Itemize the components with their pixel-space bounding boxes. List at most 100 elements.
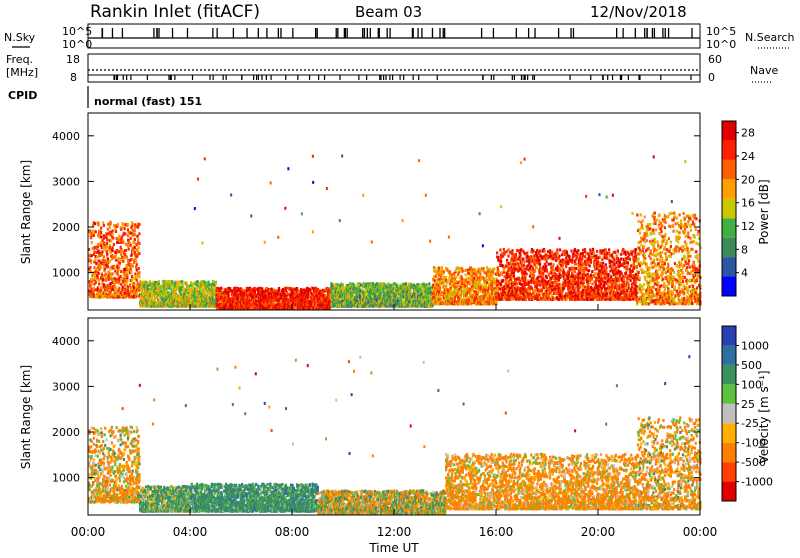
data-cell — [126, 271, 128, 274]
data-cell — [228, 294, 230, 297]
data-cell — [109, 246, 111, 249]
data-cell — [95, 281, 97, 284]
data-cell — [118, 268, 120, 271]
data-cell — [122, 260, 124, 263]
data-cell — [405, 282, 407, 285]
data-cell — [101, 273, 103, 276]
data-cell — [323, 289, 325, 292]
data-cell — [181, 281, 183, 284]
data-cell — [134, 238, 136, 241]
data-cell — [98, 235, 100, 238]
data-cell — [169, 287, 171, 290]
data-cell — [182, 284, 184, 287]
data-cell — [137, 226, 139, 229]
data-cell — [310, 292, 312, 295]
data-cell — [121, 249, 123, 252]
data-cell — [138, 267, 140, 270]
data-cell — [261, 287, 263, 290]
data-cell — [106, 242, 108, 245]
data-cell — [90, 259, 92, 262]
data-cell — [112, 237, 114, 240]
data-cell — [136, 255, 138, 258]
data-cell — [246, 289, 248, 292]
data-cell — [127, 223, 129, 226]
data-cell — [94, 258, 96, 261]
data-cell — [136, 279, 138, 282]
data-cell — [101, 262, 103, 265]
data-cell — [138, 246, 140, 249]
cpid-label: CPID — [8, 89, 37, 102]
data-cell — [220, 287, 222, 290]
data-cell — [231, 292, 233, 295]
data-cell — [166, 280, 168, 283]
data-cell — [422, 288, 424, 291]
data-cell — [127, 228, 129, 231]
data-cell — [115, 254, 117, 257]
data-cell — [100, 236, 102, 239]
data-cell — [115, 230, 117, 233]
data-cell — [122, 286, 124, 289]
data-cell — [118, 257, 120, 260]
data-cell — [215, 282, 217, 285]
data-cell — [101, 253, 103, 256]
data-cell — [178, 282, 180, 285]
data-cell — [111, 249, 113, 252]
data-cell — [107, 271, 109, 274]
data-cell — [120, 270, 122, 273]
nsky-strip — [88, 24, 700, 48]
data-cell — [138, 232, 140, 235]
data-cell — [136, 235, 138, 238]
data-cell — [95, 267, 97, 270]
data-cell — [125, 288, 127, 291]
data-cell — [120, 253, 122, 256]
data-cell — [102, 278, 104, 281]
data-cell — [106, 245, 108, 248]
data-cell — [297, 289, 299, 292]
data-cell — [127, 289, 129, 292]
data-cell — [237, 297, 239, 300]
data-cell — [377, 286, 379, 289]
data-cell — [353, 284, 355, 287]
data-cell — [115, 259, 117, 262]
data-cell — [351, 294, 353, 297]
data-cell — [131, 275, 133, 278]
data-cell — [109, 260, 111, 263]
data-cell — [254, 290, 256, 293]
data-cell — [131, 221, 133, 224]
data-cell — [138, 252, 140, 255]
data-cell — [122, 222, 124, 225]
data-cell — [106, 250, 108, 253]
data-cell — [126, 279, 128, 282]
data-cell — [130, 244, 132, 247]
data-cell — [96, 256, 98, 259]
station-title: Rankin Inlet (fitACF) — [90, 2, 260, 22]
data-cell — [125, 249, 127, 252]
data-cell — [97, 223, 99, 226]
data-cell — [105, 232, 107, 235]
data-cell — [95, 262, 97, 265]
data-cell — [171, 292, 173, 295]
data-cell — [116, 280, 118, 283]
data-cell — [129, 283, 131, 286]
data-cell — [115, 286, 117, 289]
data-cell — [130, 271, 132, 274]
data-cell — [93, 234, 95, 237]
data-cell — [91, 254, 93, 257]
data-cell — [135, 257, 137, 260]
data-cell — [422, 291, 424, 294]
data-cell — [130, 237, 132, 240]
data-cell — [137, 282, 139, 285]
data-cell — [421, 285, 423, 288]
nsky-spikes — [102, 28, 692, 38]
data-cell — [105, 276, 107, 279]
data-cell — [132, 251, 134, 254]
data-cell — [110, 293, 112, 296]
data-cell — [103, 269, 105, 272]
data-cell — [93, 290, 95, 293]
freq-label: Freq. — [6, 53, 33, 66]
data-cell — [124, 232, 126, 235]
data-cell — [246, 287, 248, 290]
cpid-value: normal (fast) 151 — [94, 95, 202, 108]
